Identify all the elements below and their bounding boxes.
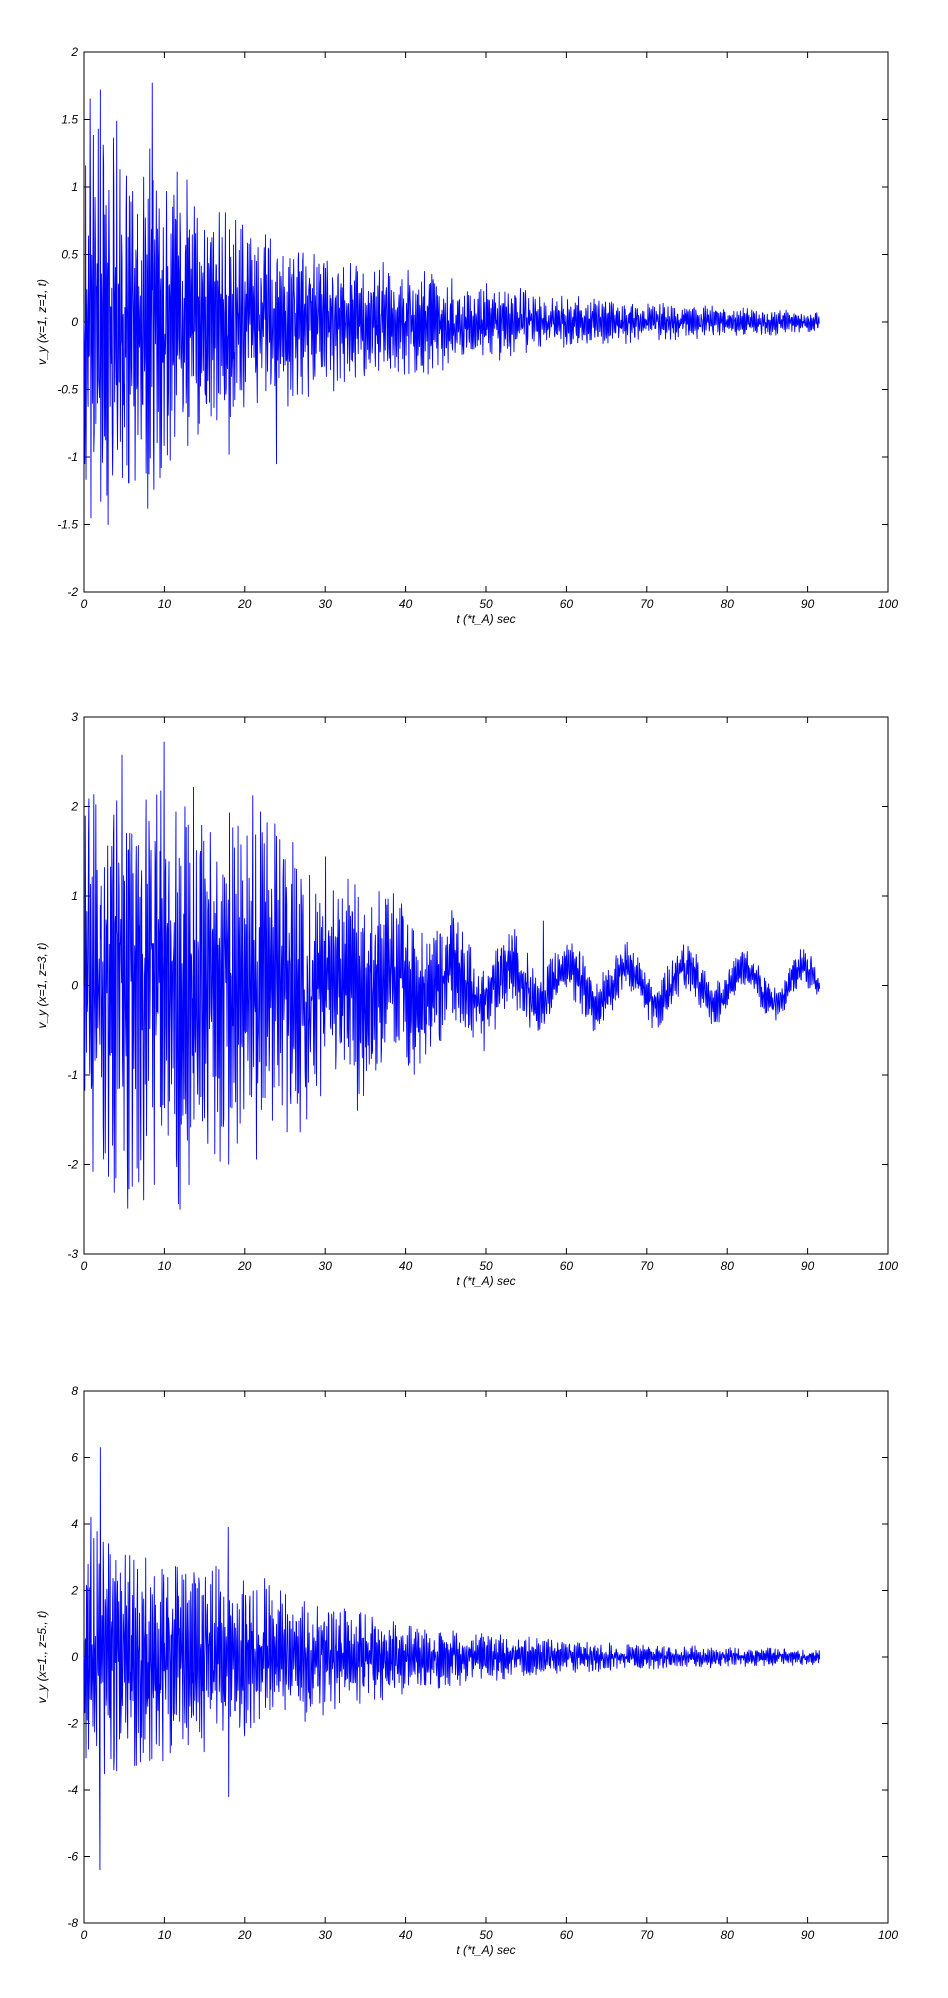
chart-2-xlabel: t (*t_A) sec (456, 1274, 515, 1288)
chart-2-x-tick-label: 10 (158, 1259, 172, 1273)
chart-1-series-line (83, 82, 820, 525)
chart-3-x-tick-label: 0 (81, 1928, 88, 1942)
chart-1-x-tick-label: 0 (81, 597, 88, 611)
chart-1-x-ticks: 0 10 20 30 40 50 60 70 80 90 100 (81, 52, 898, 611)
chart-3-x-ticks: 0 10 20 30 40 50 60 70 80 90 100 (81, 1391, 898, 1942)
chart-2-x-tick-label: 20 (237, 1259, 252, 1273)
chart-2-x-tick-label: 0 (81, 1259, 88, 1273)
chart-1-y-tick-label: 2 (70, 45, 78, 59)
chart-1-y-tick-label: 1.5 (61, 113, 78, 127)
chart-3-y-ticks: 8 6 4 2 0 -2 -4 -6 -8 (67, 1384, 888, 1930)
chart-1-y-tick-label: -1.5 (57, 518, 78, 532)
chart-3-xlabel: t (*t_A) sec (456, 1943, 515, 1957)
chart-3-y-tick-label: -8 (67, 1916, 78, 1930)
chart-1-x-tick-label: 30 (319, 597, 333, 611)
chart-3-ylabel: v_y (x=1., z=5., t) (35, 1611, 49, 1704)
chart-3-x-tick-label: 40 (399, 1928, 413, 1942)
chart-1: 0 10 20 30 40 50 60 70 80 90 100 2 1.5 1 0.5 0 -0.5 -1 -1… (35, 45, 898, 626)
chart-1-x-tick-label: 50 (479, 597, 493, 611)
chart-2-series-line (83, 741, 821, 1210)
chart-3-y-tick-label: -2 (67, 1717, 78, 1731)
chart-2-x-tick-label: 50 (479, 1259, 493, 1273)
chart-2-y-tick-label: 1 (71, 889, 78, 903)
chart-2-x-tick-label: 80 (721, 1259, 735, 1273)
chart-1-ylabel: v_y (x=1, z=1, t) (35, 279, 49, 365)
chart-2-y-tick-label: 3 (71, 710, 78, 724)
chart-3-x-tick-label: 100 (878, 1928, 898, 1942)
chart-1-x-tick-label: 100 (878, 597, 898, 611)
chart-1-x-tick-label: 80 (721, 597, 735, 611)
chart-1-y-tick-label: 1 (71, 180, 78, 194)
chart-2-x-tick-label: 100 (878, 1259, 898, 1273)
chart-3-y-tick-label: 6 (71, 1451, 78, 1465)
chart-3-x-tick-label: 30 (319, 1928, 333, 1942)
chart-3-x-tick-label: 20 (237, 1928, 252, 1942)
chart-3-x-tick-label: 60 (560, 1928, 574, 1942)
chart-1-y-tick-label: 0.5 (61, 248, 78, 262)
chart-1-y-tick-label: -2 (67, 585, 78, 599)
chart-2-ylabel: v_y (x=1, z=3, t) (35, 942, 49, 1028)
chart-2-y-tick-label: 2 (70, 800, 78, 814)
chart-3-y-tick-label: 0 (71, 1650, 78, 1664)
chart-1-x-tick-label: 20 (237, 597, 252, 611)
chart-2-y-tick-label: -2 (67, 1158, 78, 1172)
chart-1-y-tick-label: -1 (67, 450, 78, 464)
chart-3-x-tick-label: 70 (640, 1928, 654, 1942)
chart-2-y-tick-label: -3 (67, 1247, 78, 1261)
chart-3-y-tick-label: -4 (67, 1783, 78, 1797)
chart-1-y-tick-label: -0.5 (57, 383, 78, 397)
chart-2-x-ticks: 0 10 20 30 40 50 60 70 80 90 100 (81, 717, 898, 1273)
chart-3-series-line (83, 1447, 821, 1871)
chart-3-y-tick-label: 4 (71, 1517, 78, 1531)
chart-3-y-tick-label: -6 (67, 1850, 78, 1864)
chart-1-x-tick-label: 90 (801, 597, 815, 611)
chart-2-x-tick-label: 60 (560, 1259, 574, 1273)
chart-3-y-tick-label: 2 (70, 1584, 78, 1598)
chart-2-y-ticks: 3 2 1 0 -1 -2 -3 (67, 710, 888, 1261)
chart-3-x-tick-label: 10 (158, 1928, 172, 1942)
chart-3-x-tick-label: 80 (721, 1928, 735, 1942)
chart-3-y-tick-label: 8 (71, 1384, 78, 1398)
chart-3-x-tick-label: 50 (479, 1928, 493, 1942)
chart-1-x-tick-label: 40 (399, 597, 413, 611)
chart-2-x-tick-label: 70 (640, 1259, 654, 1273)
chart-2-x-tick-label: 30 (319, 1259, 333, 1273)
chart-1-x-tick-label: 70 (640, 597, 654, 611)
chart-2-y-tick-label: 0 (71, 979, 78, 993)
chart-2-x-tick-label: 90 (801, 1259, 815, 1273)
chart-1-xlabel: t (*t_A) sec (456, 612, 515, 626)
chart-2-x-tick-label: 40 (399, 1259, 413, 1273)
chart-1-y-ticks: 2 1.5 1 0.5 0 -0.5 -1 -1.5 -2 (57, 45, 888, 599)
chart-2-y-tick-label: -1 (67, 1068, 78, 1082)
chart-1-x-tick-label: 60 (560, 597, 574, 611)
chart-1-y-tick-label: 0 (71, 315, 78, 329)
chart-1-x-tick-label: 10 (158, 597, 172, 611)
chart-3-x-tick-label: 90 (801, 1928, 815, 1942)
